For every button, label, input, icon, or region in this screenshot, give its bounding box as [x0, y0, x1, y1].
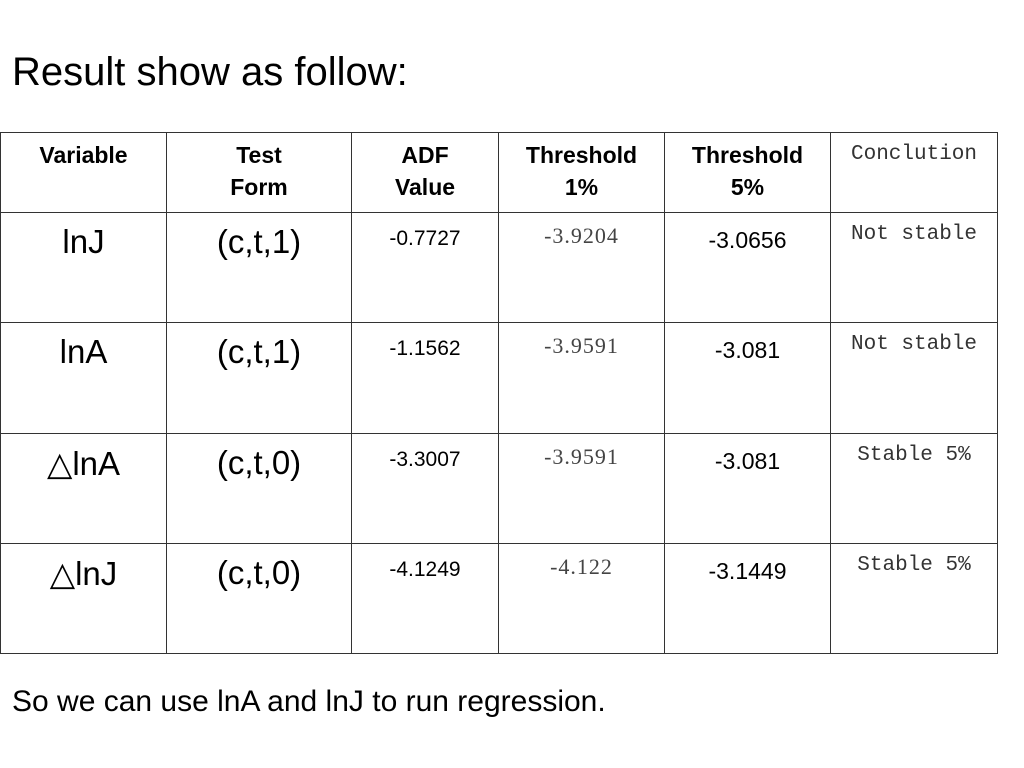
table-cell: (c,t,0) — [167, 434, 352, 544]
cell-text: -3.9591 — [544, 444, 619, 469]
cell-text: Conclution — [850, 143, 978, 166]
table-cell: -1.1562 — [352, 323, 499, 434]
table-cell: -0.7727 — [352, 213, 499, 323]
cell-text: △lnJ — [49, 555, 118, 592]
cell-text: -3.081 — [714, 337, 781, 363]
cell-text: -3.9591 — [544, 333, 619, 358]
slide-title: Result show as follow: — [12, 50, 408, 94]
table-cell: -3.1449 — [665, 544, 831, 654]
column-header: Test Form — [167, 133, 352, 213]
table-cell: -3.9591 — [499, 434, 665, 544]
cell-text: -3.9204 — [544, 223, 619, 248]
table-cell: -3.081 — [665, 434, 831, 544]
cell-text: Threshold 1% — [525, 142, 638, 200]
cell-text: (c,t,0) — [216, 554, 302, 591]
cell-text: -3.1449 — [708, 558, 787, 584]
cell-text: (c,t,1) — [216, 333, 302, 370]
table-cell: lnA — [1, 323, 167, 434]
column-header: Threshold 1% — [499, 133, 665, 213]
cell-text: Not stable — [850, 223, 978, 246]
column-header: Variable — [1, 133, 167, 213]
cell-text: Stable 5% — [857, 444, 971, 467]
table-cell: -3.9204 — [499, 213, 665, 323]
cell-text: -4.122 — [550, 554, 613, 579]
table-cell: -3.3007 — [352, 434, 499, 544]
cell-text: (c,t,0) — [216, 444, 302, 481]
table-cell: (c,t,0) — [167, 544, 352, 654]
footer-text: So we can use lnA and lnJ to run regress… — [12, 685, 606, 718]
cell-text: lnA — [59, 333, 108, 370]
table-cell: Stable 5% — [831, 434, 998, 544]
table-cell: -4.122 — [499, 544, 665, 654]
cell-text: -4.1249 — [389, 558, 461, 581]
cell-text: (c,t,1) — [216, 223, 302, 260]
cell-text: Stable 5% — [857, 554, 971, 577]
cell-text: -3.081 — [714, 448, 781, 474]
cell-text: -3.3007 — [389, 448, 461, 471]
table-cell: -3.9591 — [499, 323, 665, 434]
table-cell: Not stable — [831, 213, 998, 323]
cell-text: Variable — [39, 142, 128, 168]
table-cell: (c,t,1) — [167, 213, 352, 323]
column-header: Conclution — [831, 133, 998, 213]
table: Variable Test Form ADF Value Threshold 1% Th… — [0, 132, 998, 654]
cell-text: △lnA — [46, 445, 121, 482]
cell-text: Not stable — [850, 333, 978, 356]
column-header: Threshold 5% — [665, 133, 831, 213]
cell-text: -1.1562 — [389, 337, 461, 360]
table-cell: △lnA — [1, 434, 167, 544]
cell-text: -0.7727 — [389, 227, 461, 250]
column-header: ADF Value — [352, 133, 499, 213]
cell-text: Test Form — [230, 142, 288, 200]
table-cell: Not stable — [831, 323, 998, 434]
cell-text: Threshold 5% — [691, 142, 804, 200]
table-cell: △lnJ — [1, 544, 167, 654]
table-cell: Stable 5% — [831, 544, 998, 654]
table-cell: -4.1249 — [352, 544, 499, 654]
cell-text: -3.0656 — [708, 227, 787, 253]
table-cell: lnJ — [1, 213, 167, 323]
cell-text: ADF Value — [394, 142, 456, 200]
table-cell: -3.0656 — [665, 213, 831, 323]
table-cell: -3.081 — [665, 323, 831, 434]
table-cell: (c,t,1) — [167, 323, 352, 434]
cell-text: lnJ — [62, 223, 105, 260]
